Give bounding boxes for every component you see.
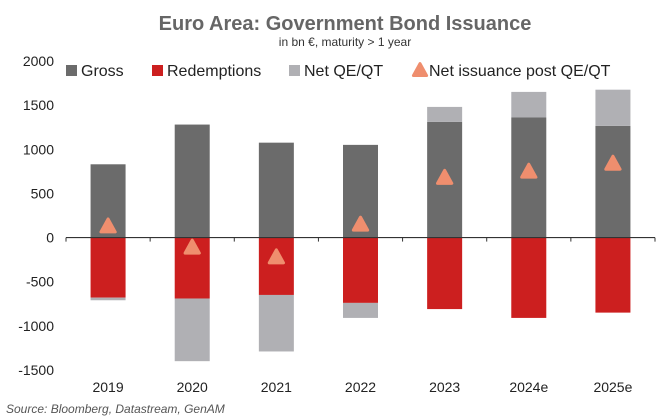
net-issuance-markers (99, 154, 622, 265)
y-tick-label: 1500 (23, 97, 54, 113)
marker-net-issuance-2022 (351, 215, 370, 232)
y-tick-label: 0 (46, 230, 54, 246)
bar-net-qe-qt-2020 (174, 298, 210, 362)
legend-label: Net issuance post QE/QT (429, 63, 611, 80)
source-note: Source: Bloomberg, Datastream, GenAM (6, 402, 225, 416)
bar-gross-2020 (174, 124, 210, 238)
marker-net-issuance-2020 (183, 238, 201, 255)
bar-redemptions-2019 (90, 237, 126, 298)
legend-label: Net QE/QT (304, 63, 383, 80)
x-tick-label: 2023 (429, 379, 460, 395)
bar-redemptions-2021 (258, 237, 294, 295)
bar-net-qe-qt-2023 (427, 106, 463, 122)
y-axis: 2000 1500 1000 500 0 -500 -1000 -1500 (18, 53, 54, 378)
bar-redemptions-2023 (427, 237, 463, 310)
bar-redemptions-2022 (343, 237, 378, 303)
legend: Gross Redemptions Net QE/QT Net issuance po… (66, 62, 611, 80)
bar-gross-2025e (595, 125, 631, 238)
bars (90, 89, 631, 362)
legend-label: Gross (81, 63, 124, 80)
bar-net-qe-qt-2022 (343, 302, 378, 318)
y-tick-label: 500 (31, 185, 55, 201)
legend-marker (411, 62, 429, 78)
bar-net-qe-qt-2024e (511, 91, 547, 118)
x-axis: 2019 2020 2021 2022 2023 2024e 2025e (65, 237, 656, 395)
x-tick-label: 2019 (92, 379, 123, 395)
bar-redemptions-2025e (595, 237, 631, 313)
y-tick-label: 2000 (23, 53, 54, 69)
chart-title: Euro Area: Government Bond Issuance (159, 13, 532, 35)
x-tick-label: 2021 (261, 379, 292, 395)
bar-redemptions-2024e (511, 237, 547, 318)
marker-net-issuance-2025e (604, 154, 622, 171)
bar-net-qe-qt-2025e (595, 89, 631, 126)
bar-gross-2021 (258, 142, 294, 238)
chart-subtitle: in bn €, maturity > 1 year (279, 35, 411, 49)
x-tick-label: 2024e (509, 379, 548, 395)
legend-label: Redemptions (167, 63, 261, 80)
marker-net-issuance-2023 (435, 168, 454, 185)
y-tick-label: 1000 (23, 141, 54, 157)
marker-net-issuance-2019 (99, 217, 117, 234)
y-tick-label: -1000 (18, 318, 54, 334)
bar-net-qe-qt-2021 (258, 294, 294, 352)
x-tick-label: 2025e (593, 379, 632, 395)
y-tick-label: -1500 (18, 362, 54, 378)
marker-net-issuance-2021 (267, 248, 286, 265)
legend-swatch (152, 65, 163, 76)
legend-swatch (66, 65, 77, 76)
x-tick-label: 2022 (345, 379, 376, 395)
marker-net-issuance-2024e (520, 162, 538, 179)
bar-net-qe-qt-2019 (90, 297, 126, 301)
legend-swatch (289, 65, 300, 76)
y-tick-label: -500 (26, 274, 54, 290)
x-tick-label: 2020 (177, 379, 208, 395)
